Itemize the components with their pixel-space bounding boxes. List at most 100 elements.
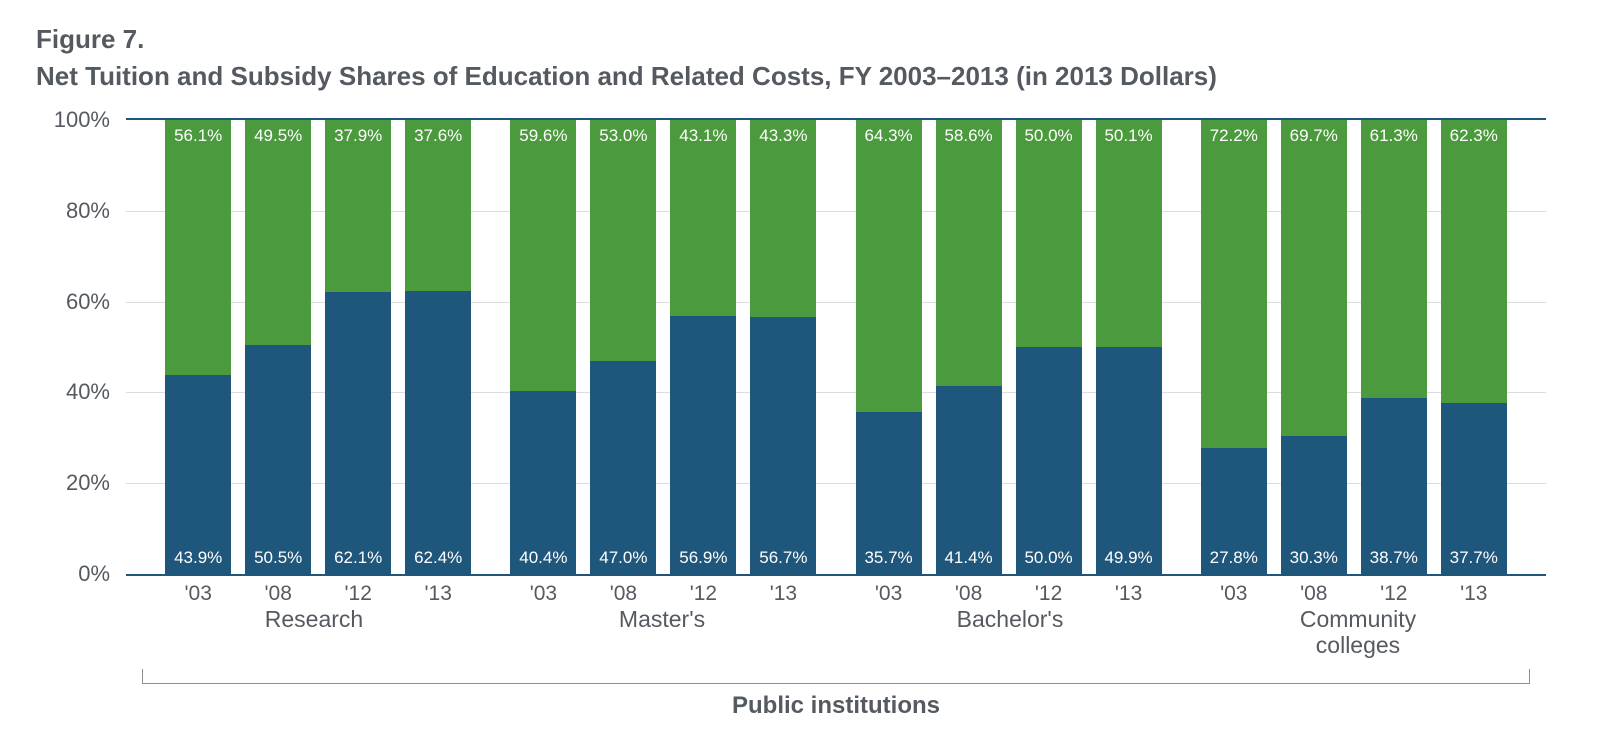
bar-segment-top: 69.7% xyxy=(1281,120,1347,436)
bar-segment-bottom: 50.0% xyxy=(1016,347,1082,574)
bar-value-label: 69.7% xyxy=(1290,126,1338,146)
bar: 61.3% 38.7% xyxy=(1361,120,1427,574)
bar-segment-bottom: 41.4% xyxy=(936,386,1002,574)
bar-group: 56.1% 43.9% 49.5% 50.5% 37.9% 62.1% 37.6% 62.4% xyxy=(165,120,471,574)
bar-value-label: 49.5% xyxy=(254,126,302,146)
bar-value-label: 30.3% xyxy=(1290,548,1338,568)
bar-segment-bottom: 35.7% xyxy=(856,412,922,574)
bar-value-label: 64.3% xyxy=(864,126,912,146)
bar-value-label: 53.0% xyxy=(599,126,647,146)
bar-value-label: 43.3% xyxy=(759,126,807,146)
bar-segment-top: 50.1% xyxy=(1096,120,1162,347)
bar-value-label: 58.6% xyxy=(944,126,992,146)
bar-segment-top: 72.2% xyxy=(1201,120,1267,448)
bar-segment-bottom: 49.9% xyxy=(1096,347,1162,574)
bar-value-label: 37.7% xyxy=(1450,548,1498,568)
x-axis-tick-label: '13 xyxy=(1441,582,1507,606)
bar-value-label: 50.0% xyxy=(1024,126,1072,146)
plot-area: 0%20%40%60%80%100% 56.1%43.9%49.5%50.5%3… xyxy=(126,118,1546,576)
x-label-group: '03'08'12'13 xyxy=(1201,582,1507,606)
x-axis-tick-label: '08 xyxy=(936,582,1002,606)
bar-value-label: 27.8% xyxy=(1210,548,1258,568)
bar-segment-top: 37.9% xyxy=(325,120,391,292)
bar-value-label: 62.3% xyxy=(1450,126,1498,146)
bar: 72.2% 27.8% xyxy=(1201,120,1267,574)
group-label: Bachelor's xyxy=(850,606,1170,659)
bar-value-label: 49.9% xyxy=(1104,548,1152,568)
bar: 69.7% 30.3% xyxy=(1281,120,1347,574)
bar-segment-top: 61.3% xyxy=(1361,120,1427,398)
x-axis-tick-label: '03 xyxy=(856,582,922,606)
x-axis-labels: '03'08'12'13'03'08'12'13'03'08'12'13'03'… xyxy=(126,582,1546,606)
bar-value-label: 41.4% xyxy=(944,548,992,568)
x-axis-tick-label: '12 xyxy=(325,582,391,606)
bar: 56.1% 43.9% xyxy=(165,120,231,574)
bar-value-label: 38.7% xyxy=(1370,548,1418,568)
bar-segment-bottom: 37.7% xyxy=(1441,403,1507,574)
bar-segment-top: 53.0% xyxy=(590,120,656,361)
bar: 50.0% 50.0% xyxy=(1016,120,1082,574)
bar-segment-bottom: 27.8% xyxy=(1201,448,1267,574)
bar: 37.6% 62.4% xyxy=(405,120,471,574)
bar-value-label: 37.9% xyxy=(334,126,382,146)
y-axis-tick-label: 60% xyxy=(66,289,110,315)
chart: 0%20%40%60%80%100% 56.1%43.9%49.5%50.5%3… xyxy=(126,118,1546,720)
x-axis-tick-label: '13 xyxy=(750,582,816,606)
x-axis-tick-label: '03 xyxy=(510,582,576,606)
bar-value-label: 43.1% xyxy=(679,126,727,146)
bar-segment-top: 59.6% xyxy=(510,120,576,391)
bar-segment-top: 62.3% xyxy=(1441,120,1507,403)
bar-value-label: 50.0% xyxy=(1024,548,1072,568)
bar-value-label: 50.1% xyxy=(1104,126,1152,146)
figure-title: Net Tuition and Subsidy Shares of Educat… xyxy=(36,61,1560,92)
bar-value-label: 43.9% xyxy=(174,548,222,568)
x-label-group: '03'08'12'13 xyxy=(510,582,816,606)
bar-group: 59.6%40.4%53.0%47.0%43.1%56.9%43.3%56.7% xyxy=(510,120,816,574)
bar-value-label: 72.2% xyxy=(1210,126,1258,146)
bar-group: 72.2% 27.8% 69.7% 30.3% 61.3% 38.7% 62.3% 37.7% xyxy=(1201,120,1507,574)
bar-value-label: 47.0% xyxy=(599,548,647,568)
bar-value-label: 37.6% xyxy=(414,126,462,146)
bar-value-label: 62.1% xyxy=(334,548,382,568)
bar-segment-bottom: 30.3% xyxy=(1281,436,1347,574)
bar-value-label: 50.5% xyxy=(254,548,302,568)
bar-segment-top: 43.1% xyxy=(670,120,736,316)
bar: 59.6% 40.4% xyxy=(510,120,576,574)
bar-value-label: 59.6% xyxy=(519,126,567,146)
x-label-group: '03'08'12'13 xyxy=(856,582,1162,606)
bar-segment-bottom: 40.4% xyxy=(510,391,576,574)
bar: 37.9% 62.1% xyxy=(325,120,391,574)
bar-segment-bottom: 43.9% xyxy=(165,375,231,574)
bar-value-label: 40.4% xyxy=(519,548,567,568)
y-axis-tick-label: 100% xyxy=(54,107,110,133)
bar-segment-bottom: 47.0% xyxy=(590,361,656,574)
y-axis-tick-label: 20% xyxy=(66,470,110,496)
x-axis-tick-label: '03 xyxy=(165,582,231,606)
super-group-bracket xyxy=(142,669,1530,684)
bar: 49.5% 50.5% xyxy=(245,120,311,574)
bar-group: 64.3% 35.7% 58.6% 41.4% 50.0% 50.0% 50.1% 49.9% xyxy=(856,120,1162,574)
bar-segment-top: 49.5% xyxy=(245,120,311,345)
y-axis-tick-label: 0% xyxy=(78,561,110,587)
bar-segment-top: 56.1% xyxy=(165,120,231,375)
bar: 50.1% 49.9% xyxy=(1096,120,1162,574)
bar-segment-bottom: 56.9% xyxy=(670,316,736,574)
x-axis-tick-label: '13 xyxy=(405,582,471,606)
figure: Figure 7. Net Tuition and Subsidy Shares… xyxy=(0,0,1600,740)
bar-segment-bottom: 62.4% xyxy=(405,291,471,574)
figure-label: Figure 7. xyxy=(36,24,1560,55)
bar-segment-top: 58.6% xyxy=(936,120,1002,386)
bar-value-label: 62.4% xyxy=(414,548,462,568)
x-axis-tick-label: '08 xyxy=(245,582,311,606)
group-label: Master's xyxy=(502,606,822,659)
bar-value-label: 61.3% xyxy=(1370,126,1418,146)
y-axis-labels: 0%20%40%60%80%100% xyxy=(36,120,110,574)
bar-groups: 56.1% 43.9% 49.5% 50.5% 37.9% 62.1% 37.6% 62.4%… xyxy=(126,120,1546,574)
y-axis-tick-label: 80% xyxy=(66,198,110,224)
bar: 58.6% 41.4% xyxy=(936,120,1002,574)
x-axis-tick-label: '03 xyxy=(1201,582,1267,606)
bar-segment-top: 43.3% xyxy=(750,120,816,317)
bar-value-label: 35.7% xyxy=(864,548,912,568)
bar-segment-top: 64.3% xyxy=(856,120,922,412)
x-axis-tick-label: '08 xyxy=(1281,582,1347,606)
